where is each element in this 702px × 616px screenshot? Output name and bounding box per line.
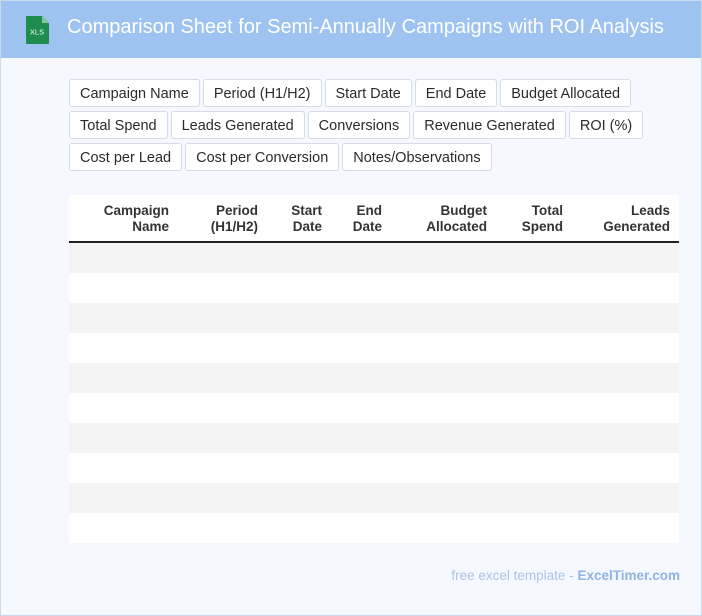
table-row [69,393,679,423]
footer-prefix: free excel template - [451,568,574,583]
xls-icon-label: XLS [30,28,44,37]
field-tag: Leads Generated [170,111,305,139]
column-header-line: (H1/H2) [210,219,258,234]
field-tag: Campaign Name [69,79,200,107]
column-header-end-date: End Date [353,203,382,235]
column-header-line: End [356,203,383,218]
field-tag: Cost per Conversion [185,143,340,171]
column-header-line: Spend [521,219,563,234]
table-row [69,333,679,363]
title-bar: XLS Comparison Sheet for Semi-Annually C… [1,1,701,58]
column-header-line: Period [215,203,258,218]
field-tag: Total Spend [69,111,168,139]
table-row [69,243,679,273]
field-tag: ROI (%) [568,111,644,139]
field-tag: Budget Allocated [500,79,632,107]
field-tag: End Date [414,79,498,107]
page-title: Comparison Sheet for Semi-Annually Campa… [67,16,664,38]
column-header-line: Generated [603,219,670,234]
column-header-line: Date [352,219,382,234]
column-header-leads-generated: Leads Generated [603,203,670,235]
table-row [69,483,679,513]
table-row [69,303,679,333]
column-header-line: Leads [630,203,670,218]
footer-credit: free excel template - ExcelTimer.com [451,568,680,583]
table-row [69,363,679,393]
footer-brand-link[interactable]: ExcelTimer.com [577,568,680,583]
field-tag: Revenue Generated [413,111,566,139]
field-tag: Start Date [324,79,412,107]
table-row [69,273,679,303]
field-tag: Conversions [307,111,411,139]
column-header-campaign-name: Campaign Name [104,203,169,235]
table-row [69,513,679,543]
excel-file-icon: XLS [26,16,49,44]
table-row [69,423,679,453]
column-header-period: Period (H1/H2) [211,203,258,235]
column-header-total-spend: Total Spend [522,203,563,235]
column-header-line: Start [291,203,322,218]
field-tags: Campaign Name Period (H1/H2) Start Date … [69,79,659,171]
column-header-budget-allocated: Budget Allocated [426,203,487,235]
field-tag: Period (H1/H2) [202,79,322,107]
field-tag: Cost per Lead [69,143,183,171]
campaign-table: Campaign Name Period (H1/H2) Start Date … [69,195,679,543]
column-header-line: Allocated [426,219,487,234]
column-header-start-date: Start Date [291,203,322,235]
column-header-line: Date [292,219,322,234]
field-tag: Notes/Observations [342,143,492,171]
column-header-line: Campaign [103,203,169,218]
table-row [69,453,679,483]
column-header-line: Total [531,203,563,218]
column-header-line: Budget [440,203,488,218]
table-header: Campaign Name Period (H1/H2) Start Date … [69,195,679,243]
column-header-line: Name [132,219,169,234]
